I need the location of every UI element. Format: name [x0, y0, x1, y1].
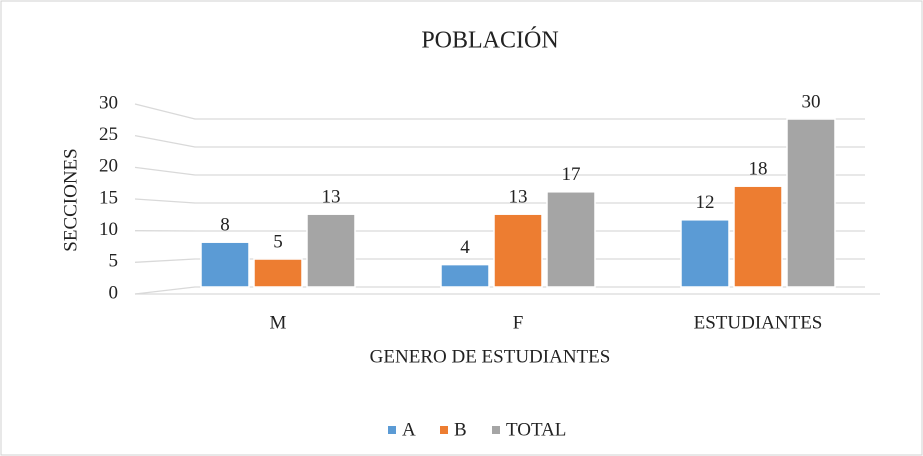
data-label: 30 [802, 91, 821, 112]
grid-line [134, 135, 865, 148]
bar [253, 258, 303, 288]
data-label: 13 [322, 187, 341, 208]
bar [546, 191, 596, 288]
bar [200, 241, 250, 288]
bar [680, 219, 730, 288]
x-tick-label: M [270, 312, 287, 333]
data-label: 8 [220, 215, 230, 236]
data-label: 4 [460, 237, 470, 258]
bar [440, 263, 490, 288]
chart-title: POBLACIÓN [421, 27, 558, 54]
data-label: 5 [273, 231, 283, 252]
grid-line [134, 103, 865, 120]
data-label: 18 [749, 159, 768, 180]
data-label: 12 [696, 192, 715, 213]
grid-line [134, 286, 865, 295]
grid-line [134, 198, 865, 204]
grid-line [134, 258, 865, 263]
y-tick-label: 25 [99, 124, 118, 145]
bar [786, 118, 836, 288]
y-tick-label: 10 [99, 219, 118, 240]
y-tick-label: 15 [99, 187, 118, 208]
legend-swatch [492, 426, 500, 434]
legend-swatch [388, 426, 396, 434]
data-label: 13 [509, 187, 528, 208]
grid-line [134, 166, 865, 176]
x-axis-label: GENERO DE ESTUDIANTES [370, 346, 611, 367]
legend-swatch [440, 426, 448, 434]
y-tick-label: 20 [99, 156, 118, 177]
legend-label: TOTAL [506, 419, 566, 440]
legend-label: B [454, 419, 467, 440]
x-tick-label: F [513, 312, 524, 333]
y-tick-label: 5 [109, 251, 119, 272]
bar [306, 213, 356, 288]
x-tick-label: ESTUDIANTES [694, 312, 823, 333]
legend-label: A [402, 419, 416, 440]
bar [493, 213, 543, 288]
y-axis-label: SECCIONES [60, 148, 81, 251]
bar [733, 185, 783, 288]
y-tick-label: 0 [109, 282, 119, 303]
data-label: 17 [562, 164, 581, 185]
y-tick-label: 30 [99, 92, 118, 113]
